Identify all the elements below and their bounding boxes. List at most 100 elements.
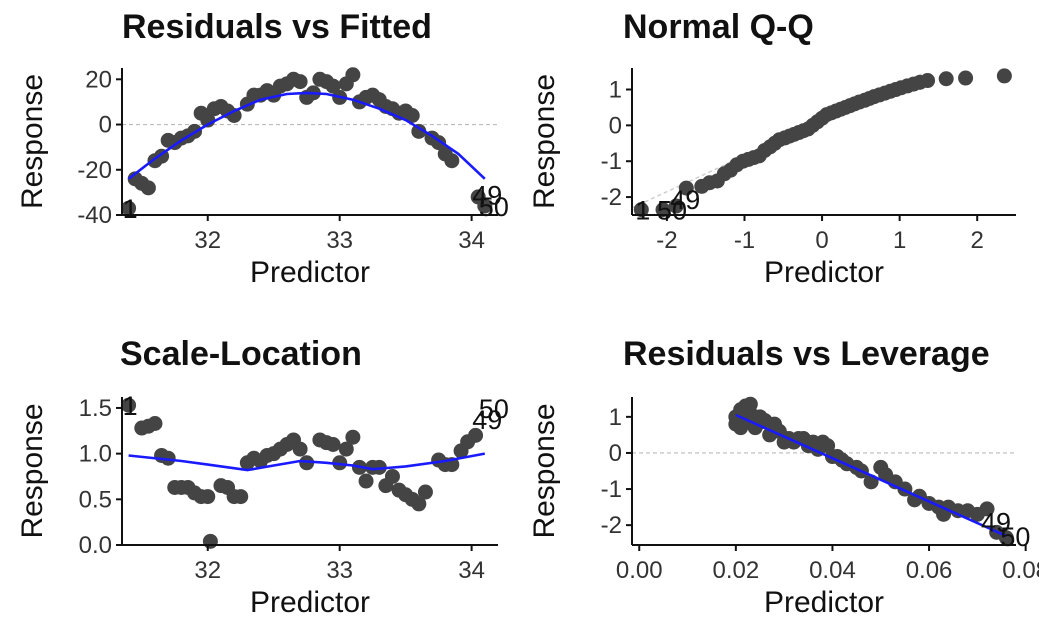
point-label: 50 (479, 192, 509, 222)
x-tick-label: 0.06 (906, 557, 953, 584)
x-tick-label: 32 (194, 227, 221, 254)
data-point (338, 441, 354, 457)
y-tick-label: -2 (601, 512, 622, 539)
x-axis-label: Predictor (250, 256, 370, 289)
x-axis-label: Predictor (764, 256, 884, 289)
y-tick-label: 20 (85, 66, 112, 93)
x-tick-label: 0.04 (809, 557, 856, 584)
data-point (140, 180, 156, 196)
point-label: 1 (123, 391, 138, 421)
x-tick-label: 34 (458, 227, 485, 254)
data-point (938, 71, 954, 87)
y-tick-label: -40 (77, 202, 112, 229)
residuals-vs-fitted-panel: Residuals vs Fitted 1 49 50 32 33 34 -40 -20 0 20… (0, 0, 519, 315)
x-axis-label: Predictor (250, 586, 370, 619)
y-tick-label: -2 (601, 184, 622, 211)
y-tick-label: 0 (99, 112, 112, 139)
data-point (345, 429, 361, 445)
panel-title-residuals-vs-fitted: Residuals vs Fitted (122, 8, 432, 46)
data-point (233, 489, 249, 505)
y-axis-label: Response (16, 403, 49, 538)
data-point (325, 437, 341, 453)
point-label: 49 (472, 405, 502, 435)
data-point (411, 496, 427, 512)
data-point (996, 68, 1012, 84)
data-point (668, 198, 684, 214)
data-point (979, 501, 995, 517)
normal-qq-panel: Normal Q-Q 1 50 49 -2 -1 0 1 2 -2 -1 0 1 Predictor Re… (519, 0, 1039, 315)
x-axis-label: Predictor (764, 586, 884, 619)
x-tick-label: 1 (893, 227, 906, 254)
smooth-line (735, 413, 1007, 538)
x-tick-label: -2 (656, 227, 677, 254)
data-point (468, 427, 484, 443)
point-label: 49 (670, 185, 700, 215)
point-label: 1 (635, 196, 650, 226)
smooth-line (128, 452, 486, 472)
y-tick-label: 0 (609, 440, 622, 467)
data-point (417, 484, 433, 500)
scale-location-panel: Scale-Location 1 50 49 32 33 34 0.0 0.5 1.0 1.5 Pr… (0, 315, 519, 630)
data-point (404, 107, 420, 123)
data-point (147, 415, 163, 431)
smooth-line (127, 91, 486, 180)
panel-title-residuals-vs-leverage: Residuals vs Leverage (623, 335, 990, 373)
point-label: 49 (472, 181, 502, 211)
data-point (292, 74, 308, 90)
data-point (332, 455, 348, 471)
x-tick-label: 0.02 (712, 557, 759, 584)
point-label: 49 (981, 508, 1011, 538)
x-tick-label: 2 (971, 227, 984, 254)
residuals-vs-leverage-chart: 49500.000.020.040.060.08-2-101PredictorR… (528, 396, 1039, 619)
y-tick-label: 0.0 (79, 532, 112, 559)
data-point (345, 67, 361, 83)
point-label: 1 (123, 194, 138, 224)
point-label: 50 (479, 394, 509, 424)
x-tick-label: -1 (734, 227, 755, 254)
x-tick-label: 32 (194, 557, 221, 584)
y-axis-label: Response (528, 403, 561, 538)
panel-title-scale-location: Scale-Location (120, 335, 362, 373)
data-point (958, 70, 974, 86)
data-point (411, 123, 427, 139)
y-tick-label: 1.5 (79, 395, 112, 422)
data-point (200, 489, 216, 505)
data-point (121, 200, 137, 216)
x-tick-label: 0.00 (616, 557, 663, 584)
y-tick-label: -1 (601, 476, 622, 503)
data-point (633, 202, 649, 218)
data-point (444, 153, 460, 169)
y-tick-label: 0 (609, 112, 622, 139)
residuals-vs-leverage-panel: Residuals vs Leverage 49 50 0.00 0.02 0.04 0.… (519, 315, 1039, 630)
x-tick-label: 33 (326, 557, 353, 584)
data-point (160, 450, 176, 466)
x-tick-label: 0.08 (1002, 557, 1039, 584)
y-tick-label: 0.5 (79, 486, 112, 513)
data-point (292, 441, 308, 457)
data-point (358, 473, 374, 489)
data-point (477, 198, 493, 214)
data-point (678, 180, 694, 196)
x-tick-label: 33 (326, 227, 353, 254)
y-tick-label: -1 (601, 148, 622, 175)
data-point (202, 533, 218, 549)
y-tick-label: 1 (609, 404, 622, 431)
data-point (655, 202, 671, 218)
y-tick-label: 1 (609, 77, 622, 104)
data-point (920, 73, 936, 89)
data-point (384, 468, 400, 484)
x-tick-label: 0 (815, 227, 828, 254)
panel-title-normal-qq: Normal Q-Q (623, 8, 814, 46)
point-label: 50 (657, 196, 687, 226)
y-axis-label: Response (528, 74, 561, 209)
y-tick-label: -20 (77, 157, 112, 184)
data-point (121, 397, 137, 413)
x-tick-label: 34 (458, 557, 485, 584)
data-point (325, 78, 341, 94)
data-point (299, 455, 315, 471)
y-tick-label: 1.0 (79, 441, 112, 468)
